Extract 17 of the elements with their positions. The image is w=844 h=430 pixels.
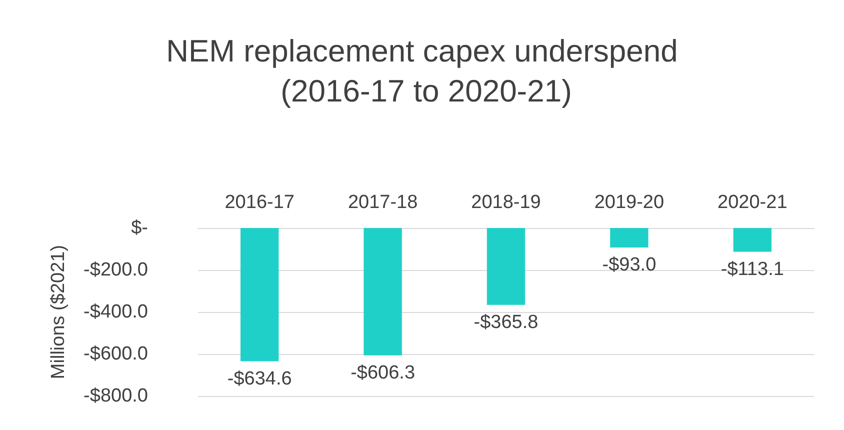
- x-tick-label: 2017-18: [348, 192, 418, 213]
- data-label: -$113.1: [720, 258, 784, 280]
- x-tick-label: 2019-20: [594, 192, 664, 213]
- y-tick-label: -$800.0: [84, 386, 148, 406]
- x-tick-label: 2020-21: [718, 192, 788, 213]
- data-label: -$93.0: [602, 254, 656, 276]
- x-tick-label: 2018-19: [471, 192, 541, 213]
- y-tick-label: $-: [131, 218, 148, 238]
- chart-title: NEM replacement capex underspend (2016-17 to 2020-21): [166, 34, 678, 108]
- x-tick-label: 2016-17: [224, 192, 294, 213]
- data-label: -$606.3: [350, 362, 416, 384]
- y-tick-label: -$200.0: [84, 260, 148, 280]
- y-tick-label: -$600.0: [84, 344, 148, 364]
- data-label: -$634.6: [227, 368, 292, 390]
- y-tick-label: -$400.0: [84, 302, 148, 322]
- y-axis-title: Millions ($2021): [48, 244, 69, 380]
- data-label: -$365.8: [474, 312, 538, 333]
